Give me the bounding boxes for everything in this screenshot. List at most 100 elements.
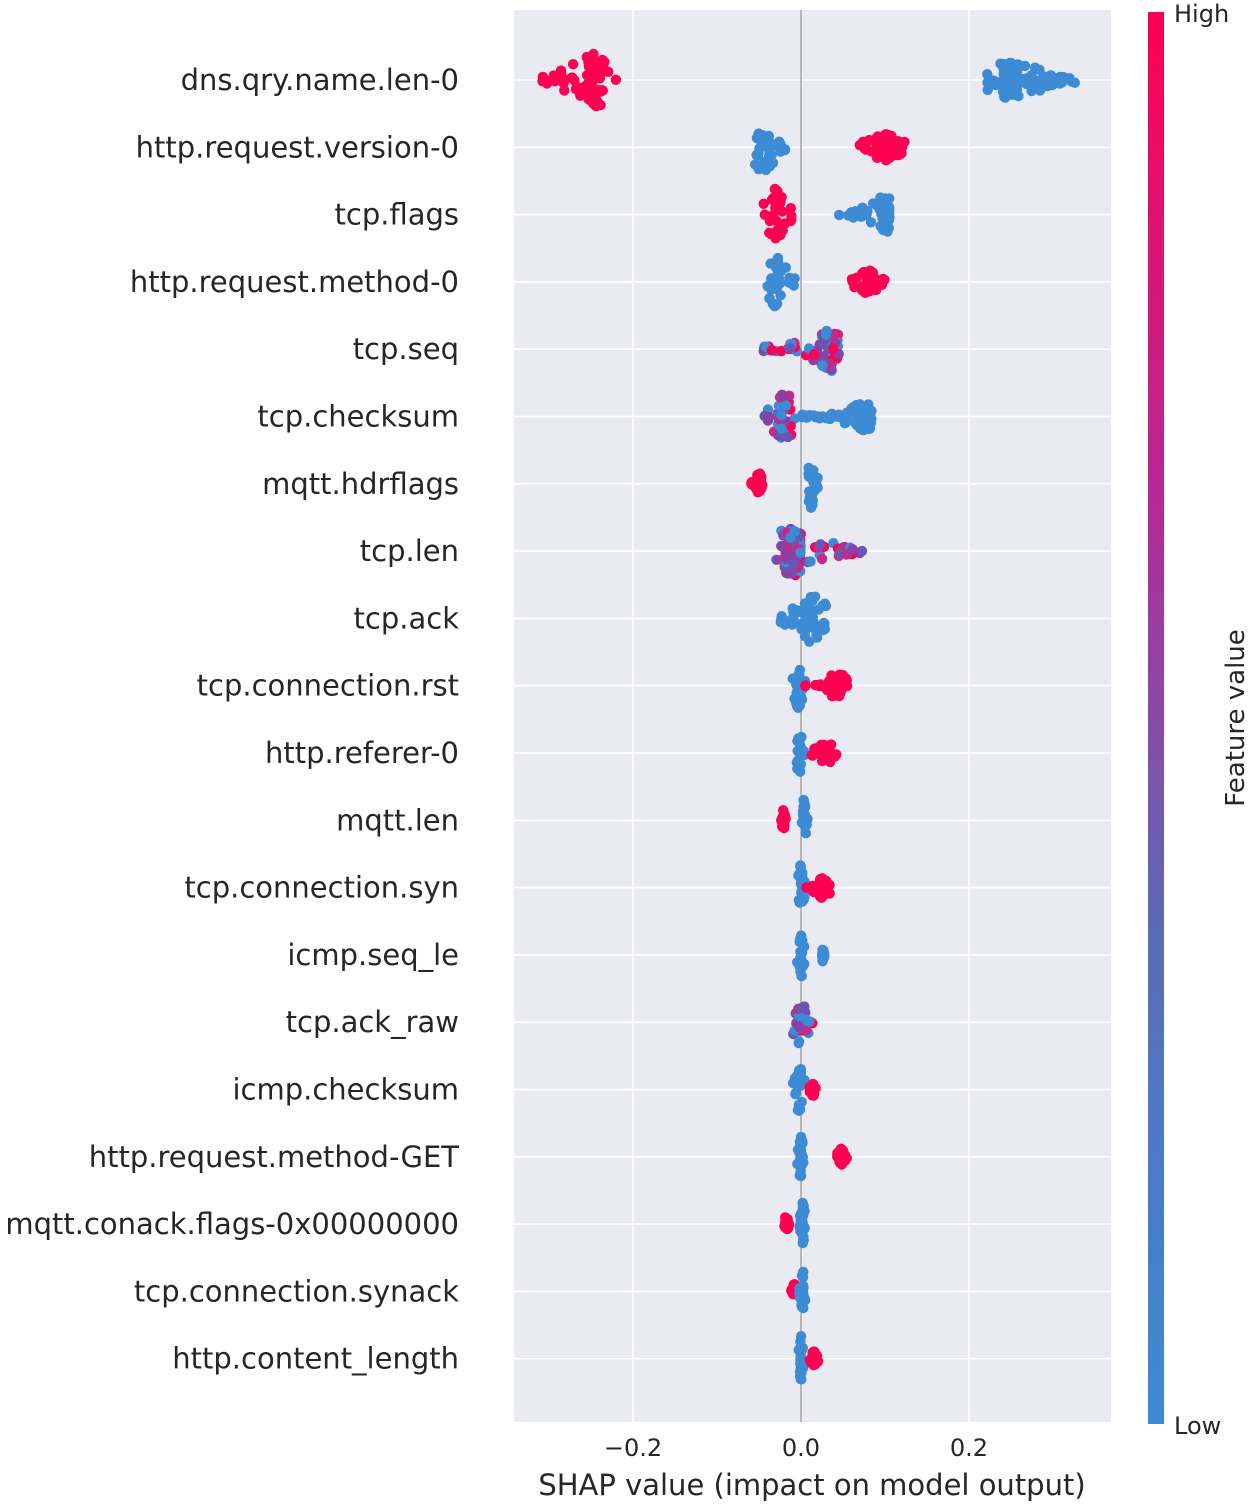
shap-point (776, 389, 788, 400)
shap-point (841, 680, 853, 692)
x-tick-label: 0.0 (782, 1434, 820, 1462)
shap-point (836, 672, 847, 683)
shap-point (555, 65, 567, 76)
shap-point (794, 664, 806, 676)
shap-point (798, 409, 809, 421)
shap-point (799, 598, 811, 609)
shap-point (876, 148, 887, 159)
shap-point (785, 343, 796, 354)
shap-point (825, 677, 837, 688)
plot-area (514, 10, 1111, 1422)
shap-point (795, 1351, 806, 1362)
shap-point (1043, 73, 1054, 84)
shap-point (788, 618, 799, 629)
shap-point (780, 262, 791, 273)
shap-point (795, 1363, 806, 1375)
shap-point (804, 636, 815, 647)
shap-point (764, 293, 775, 304)
shap-point (759, 209, 770, 220)
shap-point (795, 1331, 807, 1342)
shap-point (798, 805, 809, 817)
feature-label: dns.qry.name.len-0 (181, 63, 459, 97)
shap-point (780, 551, 792, 562)
x-axis-ticks: −0.2 0.0 0.2 (604, 1434, 988, 1462)
shap-point (580, 80, 591, 92)
shap-point (828, 343, 839, 354)
shap-point (1029, 62, 1041, 73)
feature-label: tcp.ack (354, 601, 460, 635)
colorbar (1148, 12, 1164, 1424)
shap-point (770, 202, 781, 214)
shap-point (800, 680, 811, 691)
feature-label: mqtt.conack.flags-0x00000000 (5, 1207, 459, 1241)
shap-point (583, 61, 595, 72)
shap-point (797, 869, 808, 881)
shap-point (798, 1294, 809, 1306)
shap-point (797, 1272, 809, 1283)
feature-label: tcp.connection.rst (197, 669, 459, 703)
shap-point (878, 198, 889, 209)
shap-point (783, 1218, 795, 1230)
shap-point (834, 209, 845, 221)
shap-point (787, 603, 798, 614)
shap-point (869, 273, 881, 284)
shap-point (775, 229, 786, 241)
shap-point (834, 548, 845, 559)
shap-point (789, 526, 800, 537)
shap-point (795, 1170, 807, 1182)
shap-point (838, 1149, 849, 1160)
feature-label: http.request.version-0 (136, 130, 459, 164)
shap-point (792, 745, 803, 757)
feature-label: tcp.checksum (257, 400, 459, 434)
shap-point (824, 753, 835, 764)
shap-point (816, 553, 828, 565)
x-tick-label: −0.2 (604, 1434, 662, 1462)
shap-point (776, 423, 787, 434)
shap-point (832, 688, 843, 699)
shap-point (798, 1231, 809, 1243)
shap-point (1012, 78, 1023, 90)
feature-label: http.referer-0 (265, 736, 459, 770)
feature-label: http.request.method-0 (130, 265, 459, 299)
shap-point (771, 215, 782, 227)
shap-point (796, 970, 807, 982)
feature-label: tcp.connection.syn (184, 871, 459, 905)
feature-label: tcp.seq (353, 332, 459, 366)
shap-point (793, 1105, 805, 1116)
data-points (537, 48, 1081, 1385)
shap-point (764, 227, 775, 238)
shap-point (852, 402, 863, 413)
colorbar-low-label: Low (1174, 1412, 1221, 1440)
shap-point (863, 423, 874, 434)
x-tick-label: 0.2 (950, 1434, 988, 1462)
shap-point (992, 77, 1004, 88)
shap-point (766, 345, 778, 356)
shap-point (804, 468, 815, 479)
shap-point (820, 329, 832, 340)
feature-label: mqtt.len (336, 803, 459, 837)
shap-point (879, 274, 890, 285)
shap-point (776, 410, 787, 421)
shap-point (776, 540, 787, 552)
feature-label: tcp.connection.synack (134, 1274, 459, 1308)
shap-point (595, 86, 606, 97)
shap-point (807, 487, 819, 499)
shap-point (762, 281, 773, 292)
shap-point (795, 766, 806, 777)
shap-point (795, 1003, 806, 1014)
shap-point (860, 269, 872, 281)
shap-point (874, 133, 886, 144)
shap-point (870, 284, 882, 296)
shap-point (793, 734, 804, 746)
shap-point (788, 559, 799, 570)
shap-point (805, 556, 816, 567)
shap-point (798, 1221, 809, 1232)
shap-point (1011, 67, 1023, 78)
shap-point (815, 875, 827, 887)
shap-point (882, 226, 893, 237)
shap-point (575, 90, 586, 101)
shap-point (603, 66, 614, 78)
shap-point (811, 632, 823, 643)
shap-point (856, 545, 868, 557)
shap-point (813, 885, 824, 896)
